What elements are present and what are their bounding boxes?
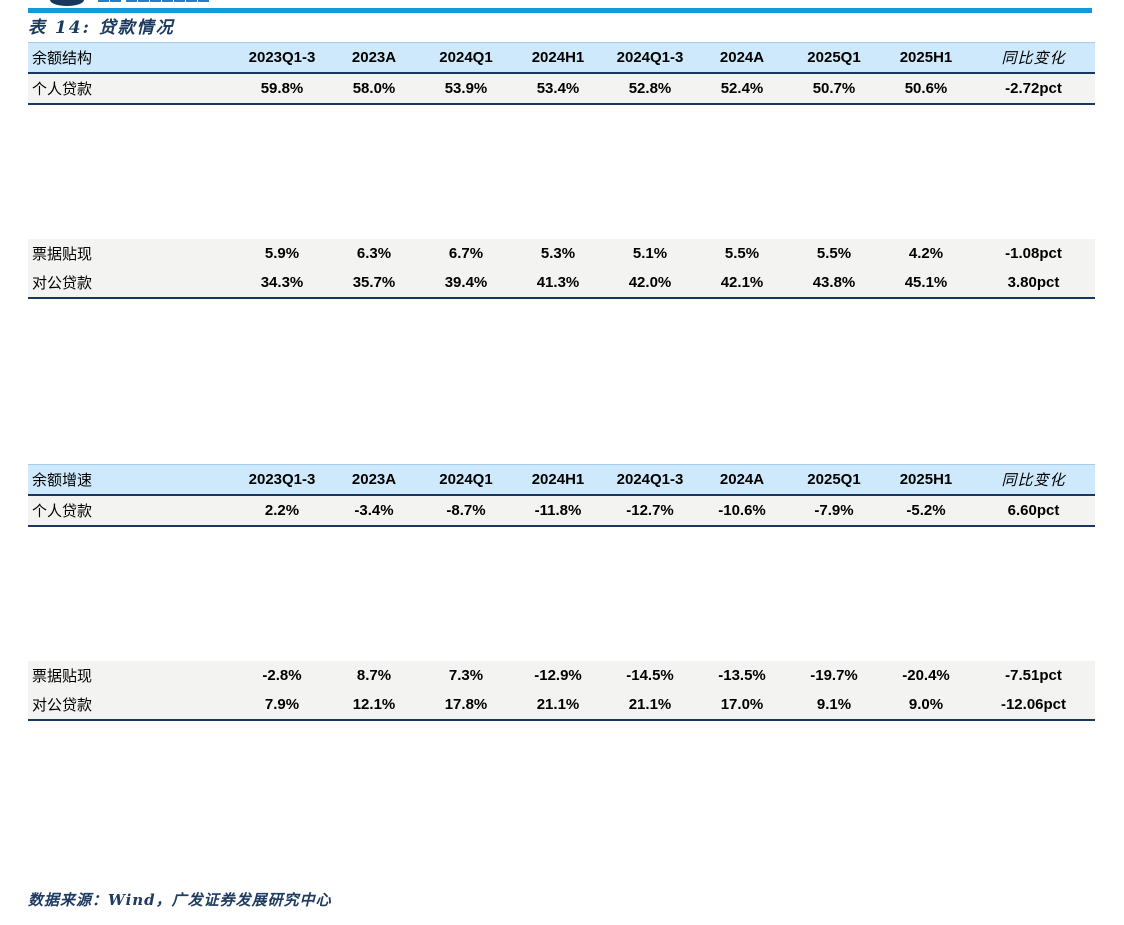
table-row: 个人贷款 2.2% -3.4% -8.7% -11.8% -12.7% -10.…	[28, 495, 1095, 526]
row-label: 对公贷款	[32, 274, 93, 292]
table-balance-growth-top: 余额增速 2023Q1-3 2023A 2024Q1 2024H1 2024Q1…	[28, 464, 1095, 527]
table-title: 表 14: 贷款情况	[28, 18, 175, 38]
table-cell: 5.3%	[540, 245, 576, 262]
table-cell: 41.3%	[536, 274, 580, 291]
table-cell: -5.2%	[906, 502, 946, 519]
table-cell: 5.5%	[724, 245, 760, 262]
logo-wordmark: ▬▬ ▬▬▬▬▬▬▬▬▬	[98, 0, 210, 5]
table-cell: -14.5%	[626, 667, 674, 684]
row-label: 票据贴现	[32, 667, 93, 685]
column-header-yoy: 同比变化	[1001, 471, 1066, 489]
table-cell: 43.8%	[812, 274, 856, 291]
table-cell: 17.8%	[444, 696, 488, 713]
column-header: 2023Q1-3	[248, 471, 316, 488]
table-cell: -10.6%	[718, 502, 766, 519]
table-cell: -7.51pct	[1005, 667, 1062, 684]
table-cell: 53.4%	[536, 80, 580, 97]
table-balance-structure-bottom: 票据贴现 5.9% 6.3% 6.7% 5.3% 5.1% 5.5% 5.5% …	[28, 239, 1095, 299]
table-cell: 2.2%	[264, 502, 300, 519]
table-cell: 50.7%	[812, 80, 856, 97]
column-header: 2024Q1-3	[616, 49, 684, 66]
column-header: 2023A	[351, 49, 397, 66]
table-cell: 50.6%	[904, 80, 948, 97]
table-cell: -12.7%	[626, 502, 674, 519]
column-header: 2024Q1-3	[616, 471, 684, 488]
table-cell: 52.4%	[720, 80, 764, 97]
logo-ellipse-icon	[50, 0, 84, 6]
table-cell: 6.60pct	[1007, 502, 1060, 519]
column-header: 2025Q1	[807, 471, 861, 488]
row-label: 对公贷款	[32, 696, 93, 714]
table-cell: 17.0%	[720, 696, 764, 713]
table-cell: 7.9%	[264, 696, 300, 713]
column-header: 余额结构	[32, 49, 93, 67]
column-header: 2025H1	[899, 49, 953, 66]
column-header: 2024A	[719, 471, 765, 488]
table-cell: 45.1%	[904, 274, 948, 291]
table-balance-structure-top: 余额结构 2023Q1-3 2023A 2024Q1 2024H1 2024Q1…	[28, 42, 1095, 105]
row-label: 个人贷款	[32, 80, 93, 98]
data-source-note: 数据来源：Wind，广发证券发展研究中心	[28, 891, 332, 909]
table-cell: 35.7%	[352, 274, 396, 291]
table-cell: 8.7%	[356, 667, 392, 684]
table-cell: -7.9%	[814, 502, 854, 519]
table-cell: -11.8%	[534, 502, 582, 519]
table-cell: -20.4%	[902, 667, 950, 684]
table-cell: 4.2%	[908, 245, 944, 262]
table-cell: -2.72pct	[1005, 80, 1062, 97]
column-header: 2024Q1	[439, 471, 493, 488]
table-cell: 6.7%	[448, 245, 484, 262]
table-cell: 39.4%	[444, 274, 488, 291]
table-cell: 59.8%	[260, 80, 304, 97]
table-cell: -3.4%	[354, 502, 394, 519]
column-header: 2023A	[351, 471, 397, 488]
row-label: 票据贴现	[32, 245, 93, 263]
table-cell: 6.3%	[356, 245, 392, 262]
table-cell: -8.7%	[446, 502, 486, 519]
table-cell: 53.9%	[444, 80, 488, 97]
table-cell: 12.1%	[352, 696, 396, 713]
table-cell: 5.5%	[816, 245, 852, 262]
table-row: 票据贴现 -2.8% 8.7% 7.3% -12.9% -14.5% -13.5…	[28, 661, 1095, 690]
column-header: 2024Q1	[439, 49, 493, 66]
table-cell: 5.1%	[632, 245, 668, 262]
table-row: 票据贴现 5.9% 6.3% 6.7% 5.3% 5.1% 5.5% 5.5% …	[28, 239, 1095, 268]
table-cell: 34.3%	[260, 274, 304, 291]
column-header: 2025H1	[899, 471, 953, 488]
table-cell: 3.80pct	[1007, 274, 1060, 291]
table-cell: -2.8%	[262, 667, 302, 684]
table-row: 对公贷款 7.9% 12.1% 17.8% 21.1% 21.1% 17.0% …	[28, 690, 1095, 720]
column-header: 2024A	[719, 49, 765, 66]
table-header-row: 余额结构 2023Q1-3 2023A 2024Q1 2024H1 2024Q1…	[28, 42, 1095, 73]
column-header-yoy: 同比变化	[1001, 49, 1066, 67]
table-balance-growth-bottom: 票据贴现 -2.8% 8.7% 7.3% -12.9% -14.5% -13.5…	[28, 661, 1095, 721]
row-label: 个人贷款	[32, 502, 93, 520]
table-cell: -12.06pct	[1000, 696, 1067, 713]
header-divider-rule	[28, 8, 1092, 13]
column-header: 2024H1	[531, 471, 585, 488]
table-row: 对公贷款 34.3% 35.7% 39.4% 41.3% 42.0% 42.1%…	[28, 268, 1095, 298]
table-cell: 42.0%	[628, 274, 672, 291]
column-header: 2023Q1-3	[248, 49, 316, 66]
table-header-row: 余额增速 2023Q1-3 2023A 2024Q1 2024H1 2024Q1…	[28, 464, 1095, 495]
table-cell: -19.7%	[810, 667, 858, 684]
table-cell: 21.1%	[536, 696, 580, 713]
column-header: 2025Q1	[807, 49, 861, 66]
table-cell: 9.1%	[816, 696, 852, 713]
table-cell: 42.1%	[720, 274, 764, 291]
table-cell: 7.3%	[448, 667, 484, 684]
column-header: 2024H1	[531, 49, 585, 66]
table-cell: -1.08pct	[1005, 245, 1062, 262]
table-cell: 9.0%	[908, 696, 944, 713]
table-cell: 5.9%	[264, 245, 300, 262]
table-cell: 21.1%	[628, 696, 672, 713]
table-row: 个人贷款 59.8% 58.0% 53.9% 53.4% 52.8% 52.4%…	[28, 73, 1095, 104]
table-cell: 58.0%	[352, 80, 396, 97]
table-cell: -13.5%	[718, 667, 766, 684]
table-cell: -12.9%	[534, 667, 582, 684]
table-cell: 52.8%	[628, 80, 672, 97]
column-header: 余额增速	[32, 471, 93, 489]
